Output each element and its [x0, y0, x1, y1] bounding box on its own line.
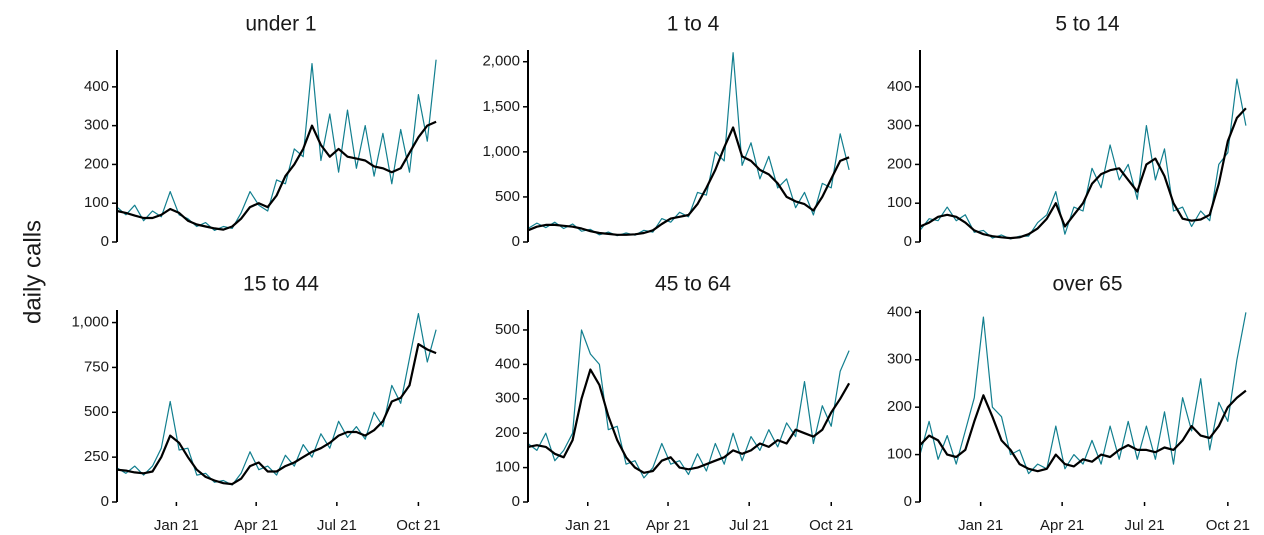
y-tick-label: 0	[904, 233, 912, 250]
series-line	[919, 312, 1247, 475]
x-tick-label: Jul 21	[1125, 517, 1165, 534]
series-line	[919, 78, 1247, 240]
series-line	[527, 126, 850, 236]
y-tick-label: 400	[887, 78, 912, 95]
panel-title: 5 to 14	[1055, 13, 1120, 36]
series-line	[527, 329, 850, 479]
y-tick-label: 300	[887, 117, 912, 134]
x-tick-label: Apr 21	[234, 517, 278, 534]
y-tick-label: 100	[887, 194, 912, 211]
x-tick-label: Oct 21	[809, 517, 853, 534]
series-line	[116, 313, 437, 486]
x-tick-label: Jan 21	[958, 517, 1003, 534]
x-tick-label: Jan 21	[565, 517, 610, 534]
y-tick-label: 500	[84, 403, 109, 420]
panel-title: 45 to 64	[655, 273, 731, 296]
x-tick-label: Jul 21	[317, 517, 357, 534]
y-axis-label: daily calls	[19, 220, 46, 324]
series-line	[527, 368, 851, 474]
y-tick-label: 200	[495, 424, 520, 441]
y-tick-label: 0	[101, 233, 109, 250]
x-tick-label: Jan 21	[154, 517, 199, 534]
panel-title: under 1	[245, 13, 316, 36]
y-tick-label: 100	[887, 446, 912, 463]
y-tick-label: 1,500	[482, 98, 520, 115]
x-tick-label: Oct 21	[396, 517, 440, 534]
series-line	[919, 107, 1247, 240]
y-tick-label: 0	[512, 493, 520, 510]
y-tick-label: 0	[101, 493, 109, 510]
series-line	[919, 389, 1247, 473]
x-tick-label: Apr 21	[1040, 517, 1084, 534]
y-tick-label: 300	[887, 351, 912, 368]
panel-title: 1 to 4	[667, 13, 720, 36]
y-tick-label: 400	[84, 78, 109, 95]
y-tick-label: 750	[84, 358, 109, 375]
panel-title: over 65	[1052, 273, 1122, 296]
y-tick-label: 0	[904, 493, 912, 510]
y-tick-label: 400	[887, 303, 912, 320]
y-tick-label: 300	[495, 390, 520, 407]
y-tick-label: 100	[495, 459, 520, 476]
series-line	[116, 59, 437, 231]
y-tick-label: 200	[84, 155, 109, 172]
y-tick-label: 500	[495, 188, 520, 205]
x-tick-label: Apr 21	[646, 517, 690, 534]
x-tick-label: Jul 21	[729, 517, 769, 534]
y-tick-label: 500	[495, 321, 520, 338]
y-tick-label: 200	[887, 155, 912, 172]
y-tick-label: 300	[84, 117, 109, 134]
y-tick-label: 400	[495, 355, 520, 372]
y-tick-label: 100	[84, 194, 109, 211]
series-line	[116, 120, 437, 231]
y-tick-label: 1,000	[482, 143, 520, 160]
series-line	[527, 52, 850, 237]
y-tick-label: 0	[512, 233, 520, 250]
y-tick-label: 250	[84, 448, 109, 465]
panel-title: 15 to 44	[243, 273, 319, 296]
y-tick-label: 2,000	[482, 53, 520, 70]
y-tick-label: 200	[887, 398, 912, 415]
x-tick-label: Oct 21	[1206, 517, 1250, 534]
series-line	[116, 343, 437, 486]
y-tick-label: 1,000	[71, 314, 109, 331]
